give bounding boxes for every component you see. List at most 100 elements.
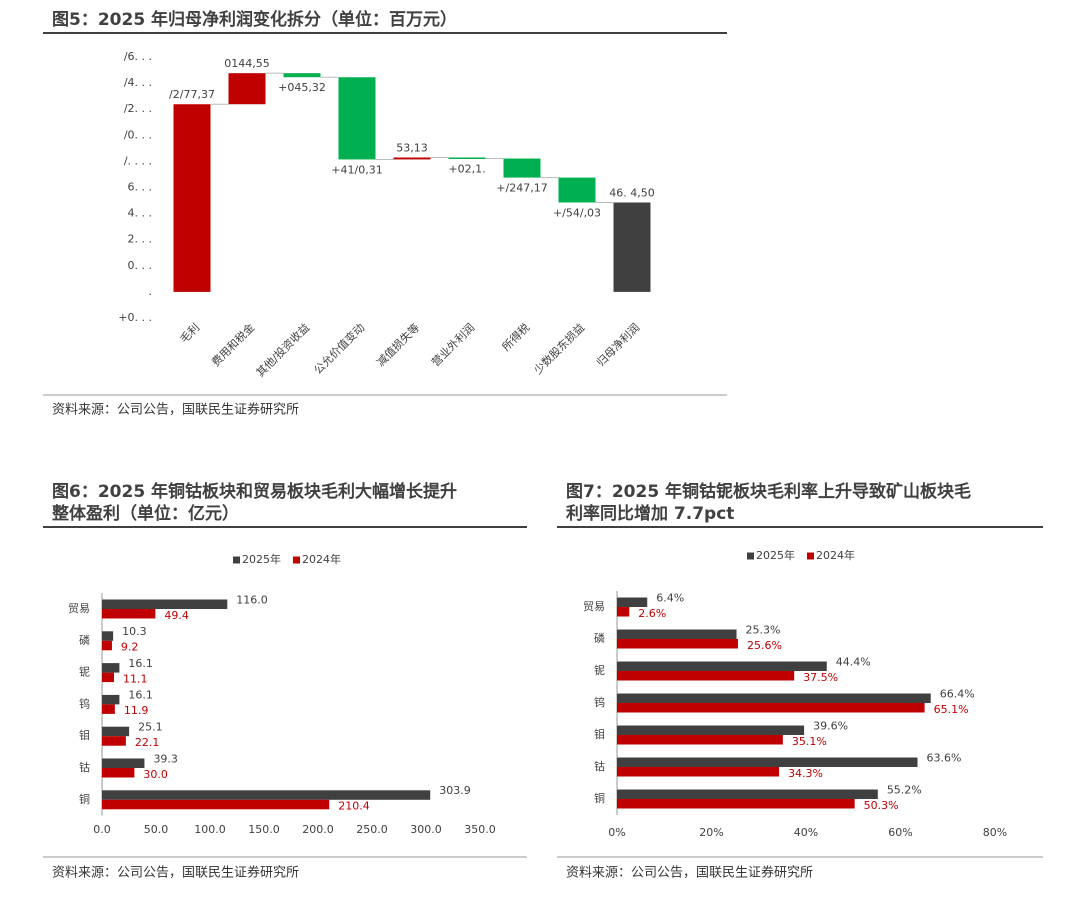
x-tick-label: 公允价值变动 [311, 320, 368, 377]
legend-label: 2024年 [302, 552, 341, 566]
value-label: 34.3% [788, 767, 823, 780]
bar [448, 157, 486, 159]
bar [102, 736, 126, 746]
x-tick-label: 营业外利润 [428, 320, 477, 369]
bar [283, 73, 321, 78]
value-label: 50.3% [864, 799, 899, 812]
legend-label: 2025年 [242, 552, 281, 566]
x-tick-label: 50.0 [144, 823, 169, 836]
bar [617, 607, 630, 617]
x-tick-label: 200.0 [302, 823, 334, 836]
bar [617, 597, 648, 607]
value-label: 49.4 [164, 609, 189, 622]
y-tick-label: 磷 [594, 632, 605, 645]
x-tick-label: 40% [794, 826, 818, 839]
bar [102, 631, 114, 641]
value-label: 46. 4,50 [609, 187, 654, 200]
value-label: 55.2% [887, 783, 922, 796]
value-label: +/54/,03 [553, 207, 601, 220]
x-tick-label: 150.0 [248, 823, 280, 836]
value-label: 39.3 [153, 752, 178, 765]
legend-swatch [807, 552, 814, 560]
x-tick-label: 其他/投资收益 [253, 320, 312, 379]
y-tick-label: 铜 [594, 791, 605, 805]
value-label: 30.0 [143, 768, 168, 781]
bar [173, 104, 211, 292]
legend-label: 2024年 [816, 548, 855, 562]
value-label: 65.1% [934, 703, 969, 716]
x-tick-label: 0.0 [93, 823, 111, 836]
y-tick-label: 钼 [79, 728, 90, 742]
y-tick-label: 钴 [594, 759, 605, 773]
y-tick-label: /4. . . [124, 76, 152, 89]
y-tick-label: 铜 [79, 792, 90, 806]
y-tick-label: 钨 [79, 697, 90, 710]
bar [613, 202, 651, 292]
source: 资料来源：公司公告，国联民生证券研究所 [52, 402, 299, 418]
value-label: 6.4% [656, 591, 684, 604]
y-tick-label: . [149, 285, 153, 298]
bar [617, 661, 827, 671]
value-label: /2/77,37 [169, 88, 215, 101]
value-label: 44.4% [836, 655, 871, 668]
bar [617, 757, 918, 767]
y-tick-label: 钴 [79, 760, 90, 774]
x-tick-label: 所得税 [499, 320, 532, 353]
bar [338, 77, 376, 160]
x-tick-label: 250.0 [356, 823, 388, 836]
y-tick-label: 铌 [79, 665, 90, 679]
x-tick-label: 80% [983, 826, 1007, 839]
chart-title: 图5：2025 年归母净利润变化拆分（单位：百万元） [52, 9, 457, 30]
x-tick-label: 毛利 [177, 321, 202, 346]
value-label: +02,1. [448, 163, 485, 176]
value-label: 2.6% [638, 607, 666, 620]
chart-title: 整体盈利（单位：亿元） [52, 503, 239, 524]
y-tick-label: 磷 [79, 634, 90, 647]
bar [102, 672, 114, 683]
bar [102, 599, 228, 609]
bar [617, 703, 925, 713]
x-tick-label: 少数股东损益 [531, 320, 588, 377]
y-tick-label: 2. . . [128, 233, 152, 246]
value-label: +045,32 [278, 81, 326, 94]
bar [102, 640, 112, 651]
bar [102, 790, 431, 800]
value-label: 22.1 [135, 736, 160, 749]
value-label: 53,13 [396, 141, 428, 154]
value-label: 66.4% [940, 687, 975, 700]
bar [617, 767, 780, 777]
y-tick-label: 贸易 [68, 602, 90, 615]
x-tick-label: 20% [699, 826, 723, 839]
value-label: 9.2 [121, 641, 139, 654]
bar [558, 177, 596, 203]
bar [617, 693, 931, 703]
x-tick-label: 300.0 [410, 823, 442, 836]
bar [617, 725, 805, 735]
bar [102, 694, 120, 705]
x-tick-label: 归母净利润 [593, 320, 642, 369]
bar [102, 726, 130, 737]
bar [228, 73, 266, 105]
y-tick-label: /2. . . [124, 102, 152, 115]
bar [617, 799, 855, 809]
value-label: 11.1 [123, 672, 148, 685]
source: 资料来源：公司公告，国联民生证券研究所 [566, 865, 813, 881]
chart-title: 利率同比增加 7.7pct [566, 503, 734, 524]
y-tick-label: 贸易 [583, 600, 605, 613]
bar [617, 671, 795, 681]
value-label: 16.1 [128, 657, 153, 670]
value-label: 116.0 [236, 593, 268, 606]
value-label: 303.9 [439, 784, 471, 797]
legend-swatch [233, 556, 240, 564]
x-tick-label: 0% [608, 826, 625, 839]
value-label: 0144,55 [224, 57, 270, 70]
y-tick-label: 钨 [594, 696, 605, 709]
value-label: 25.1 [138, 720, 163, 733]
bar [102, 799, 330, 810]
bar [102, 758, 145, 768]
value-label: +/247,17 [496, 182, 547, 195]
bar [102, 768, 135, 778]
bar [617, 629, 737, 639]
value-label: 210.4 [338, 800, 370, 813]
